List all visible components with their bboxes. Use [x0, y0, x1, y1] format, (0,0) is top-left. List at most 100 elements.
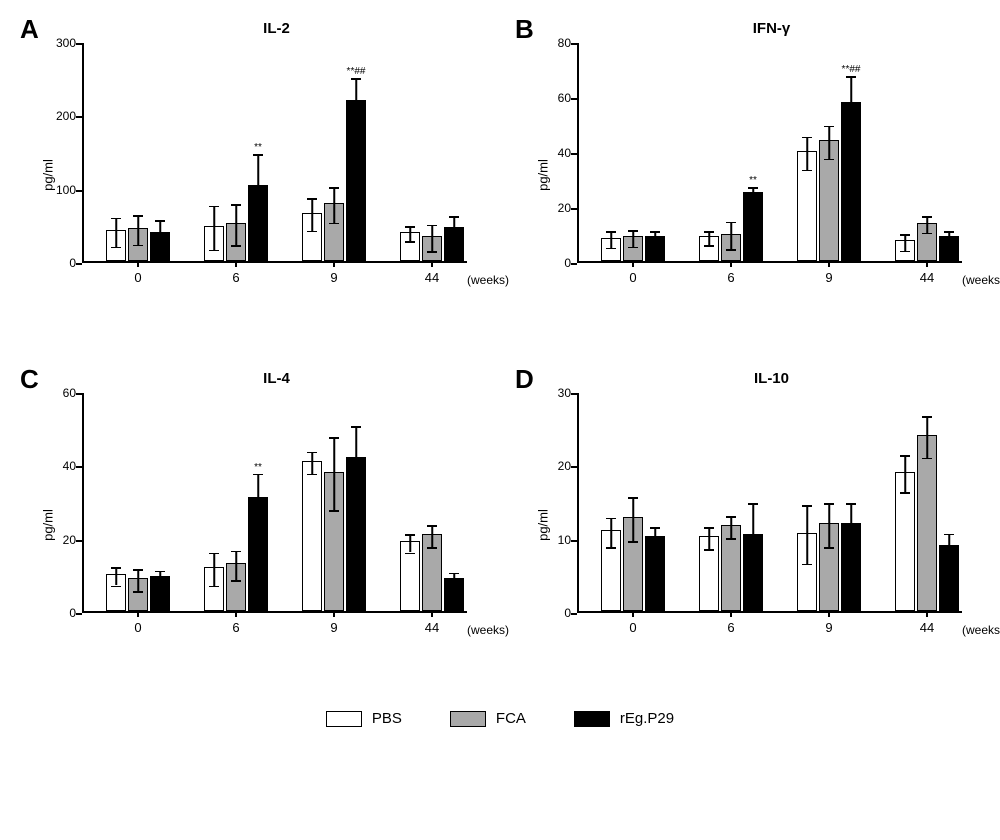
error-bar: [431, 525, 433, 547]
panel-letter: A: [20, 14, 39, 45]
x-tick-label: 44: [425, 270, 439, 285]
error-cap: [351, 492, 361, 494]
error-bar: [752, 187, 754, 201]
y-axis-label: pg/ml: [535, 509, 550, 541]
error-bar: [235, 204, 237, 245]
error-bar: [828, 126, 830, 159]
error-cap: [606, 248, 616, 250]
error-cap: [133, 245, 143, 247]
x-units-label: (weeks): [467, 273, 509, 287]
error-cap: [155, 571, 165, 573]
y-tick: [76, 116, 82, 118]
error-bar: [708, 231, 710, 245]
error-cap: [405, 534, 415, 536]
error-bar: [610, 231, 612, 248]
error-cap: [307, 198, 317, 200]
error-bar: [453, 216, 455, 242]
error-cap: [155, 247, 165, 249]
error-bar: [355, 426, 357, 492]
error-cap: [824, 126, 834, 128]
error-cap: [704, 245, 714, 247]
error-cap: [253, 525, 263, 527]
error-cap: [209, 553, 219, 555]
x-tick-label: 0: [629, 270, 636, 285]
error-cap: [209, 586, 219, 588]
error-cap: [900, 455, 910, 457]
x-tick-label: 9: [825, 270, 832, 285]
error-cap: [449, 587, 459, 589]
error-bar: [115, 567, 117, 585]
error-bar: [632, 230, 634, 247]
error-cap: [427, 251, 437, 253]
x-tick: [235, 611, 237, 617]
error-cap: [405, 553, 415, 555]
error-cap: [155, 220, 165, 222]
x-tick: [730, 611, 732, 617]
x-tick: [137, 261, 139, 267]
error-cap: [846, 503, 856, 505]
error-cap: [900, 492, 910, 494]
x-tick-label: 9: [825, 620, 832, 635]
x-tick: [333, 261, 335, 267]
significance-marker: **##: [347, 66, 366, 77]
x-tick-label: 44: [920, 270, 934, 285]
y-tick: [571, 613, 577, 615]
legend-swatch: [574, 711, 610, 727]
error-cap: [824, 547, 834, 549]
error-cap: [650, 549, 660, 551]
error-cap: [748, 187, 758, 189]
panel-c: CIL-4pg/ml020406006**944(weeks): [20, 370, 485, 680]
panel-b: BIFN-γpg/ml02040608006**9**##44(weeks): [515, 20, 980, 330]
error-cap: [307, 474, 317, 476]
x-tick: [137, 611, 139, 617]
x-tick: [926, 261, 928, 267]
error-cap: [704, 527, 714, 529]
plot-area: 02040608006**9**##44(weeks): [577, 43, 962, 263]
error-bar: [806, 505, 808, 564]
error-bar: [850, 76, 852, 131]
error-cap: [209, 250, 219, 252]
error-cap: [922, 216, 932, 218]
x-tick: [632, 611, 634, 617]
x-tick-label: 9: [330, 620, 337, 635]
error-bar: [355, 78, 357, 125]
error-bar: [654, 527, 656, 549]
error-cap: [329, 510, 339, 512]
error-bar: [948, 231, 950, 245]
error-cap: [307, 231, 317, 233]
error-bar: [926, 216, 928, 233]
panel-title: IL-2: [68, 20, 485, 37]
bar: [917, 435, 937, 611]
legend-label: FCA: [496, 710, 526, 727]
error-cap: [111, 567, 121, 569]
y-tick-label: 0: [69, 256, 76, 270]
x-tick: [431, 261, 433, 267]
significance-marker: **##: [842, 64, 861, 75]
error-cap: [231, 204, 241, 206]
x-tick: [235, 261, 237, 267]
bar: [302, 461, 322, 611]
error-cap: [802, 170, 812, 172]
error-bar: [257, 474, 259, 525]
y-tick: [76, 613, 82, 615]
error-cap: [351, 426, 361, 428]
x-tick: [632, 261, 634, 267]
error-bar: [948, 534, 950, 560]
error-cap: [111, 247, 121, 249]
error-cap: [133, 215, 143, 217]
error-cap: [900, 251, 910, 253]
error-cap: [329, 187, 339, 189]
error-cap: [726, 249, 736, 251]
y-tick: [76, 466, 82, 468]
error-cap: [650, 231, 660, 233]
x-units-label: (weeks): [962, 273, 1000, 287]
error-bar: [730, 516, 732, 538]
x-tick-label: 44: [425, 620, 439, 635]
error-bar: [333, 187, 335, 222]
error-bar: [213, 553, 215, 586]
x-tick: [730, 261, 732, 267]
error-bar: [333, 437, 335, 510]
y-tick: [76, 190, 82, 192]
error-cap: [922, 458, 932, 460]
x-tick: [828, 611, 830, 617]
